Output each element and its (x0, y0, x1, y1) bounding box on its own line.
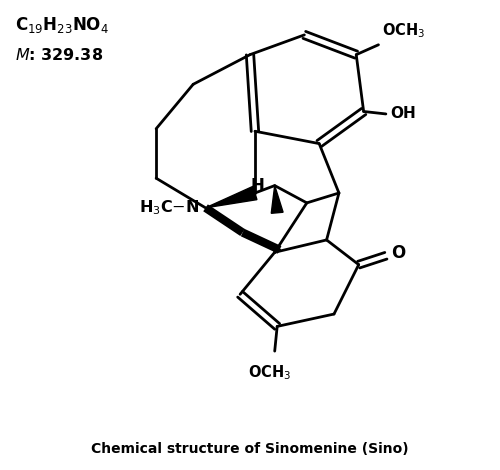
Text: H: H (250, 177, 264, 195)
Polygon shape (272, 186, 283, 213)
Text: H$_3$C$-$N: H$_3$C$-$N (139, 198, 199, 217)
Text: $\it{M}$: 329.38: $\it{M}$: 329.38 (16, 47, 104, 63)
Text: OCH$_3$: OCH$_3$ (382, 21, 426, 40)
Text: Chemical structure of Sinomenine (Sino): Chemical structure of Sinomenine (Sino) (91, 442, 409, 456)
Text: O: O (391, 244, 405, 262)
Text: OCH$_3$: OCH$_3$ (248, 363, 292, 382)
Text: OH: OH (390, 106, 415, 121)
Polygon shape (206, 187, 257, 208)
Text: C$_{19}$H$_{23}$NO$_{4}$: C$_{19}$H$_{23}$NO$_{4}$ (16, 15, 110, 35)
